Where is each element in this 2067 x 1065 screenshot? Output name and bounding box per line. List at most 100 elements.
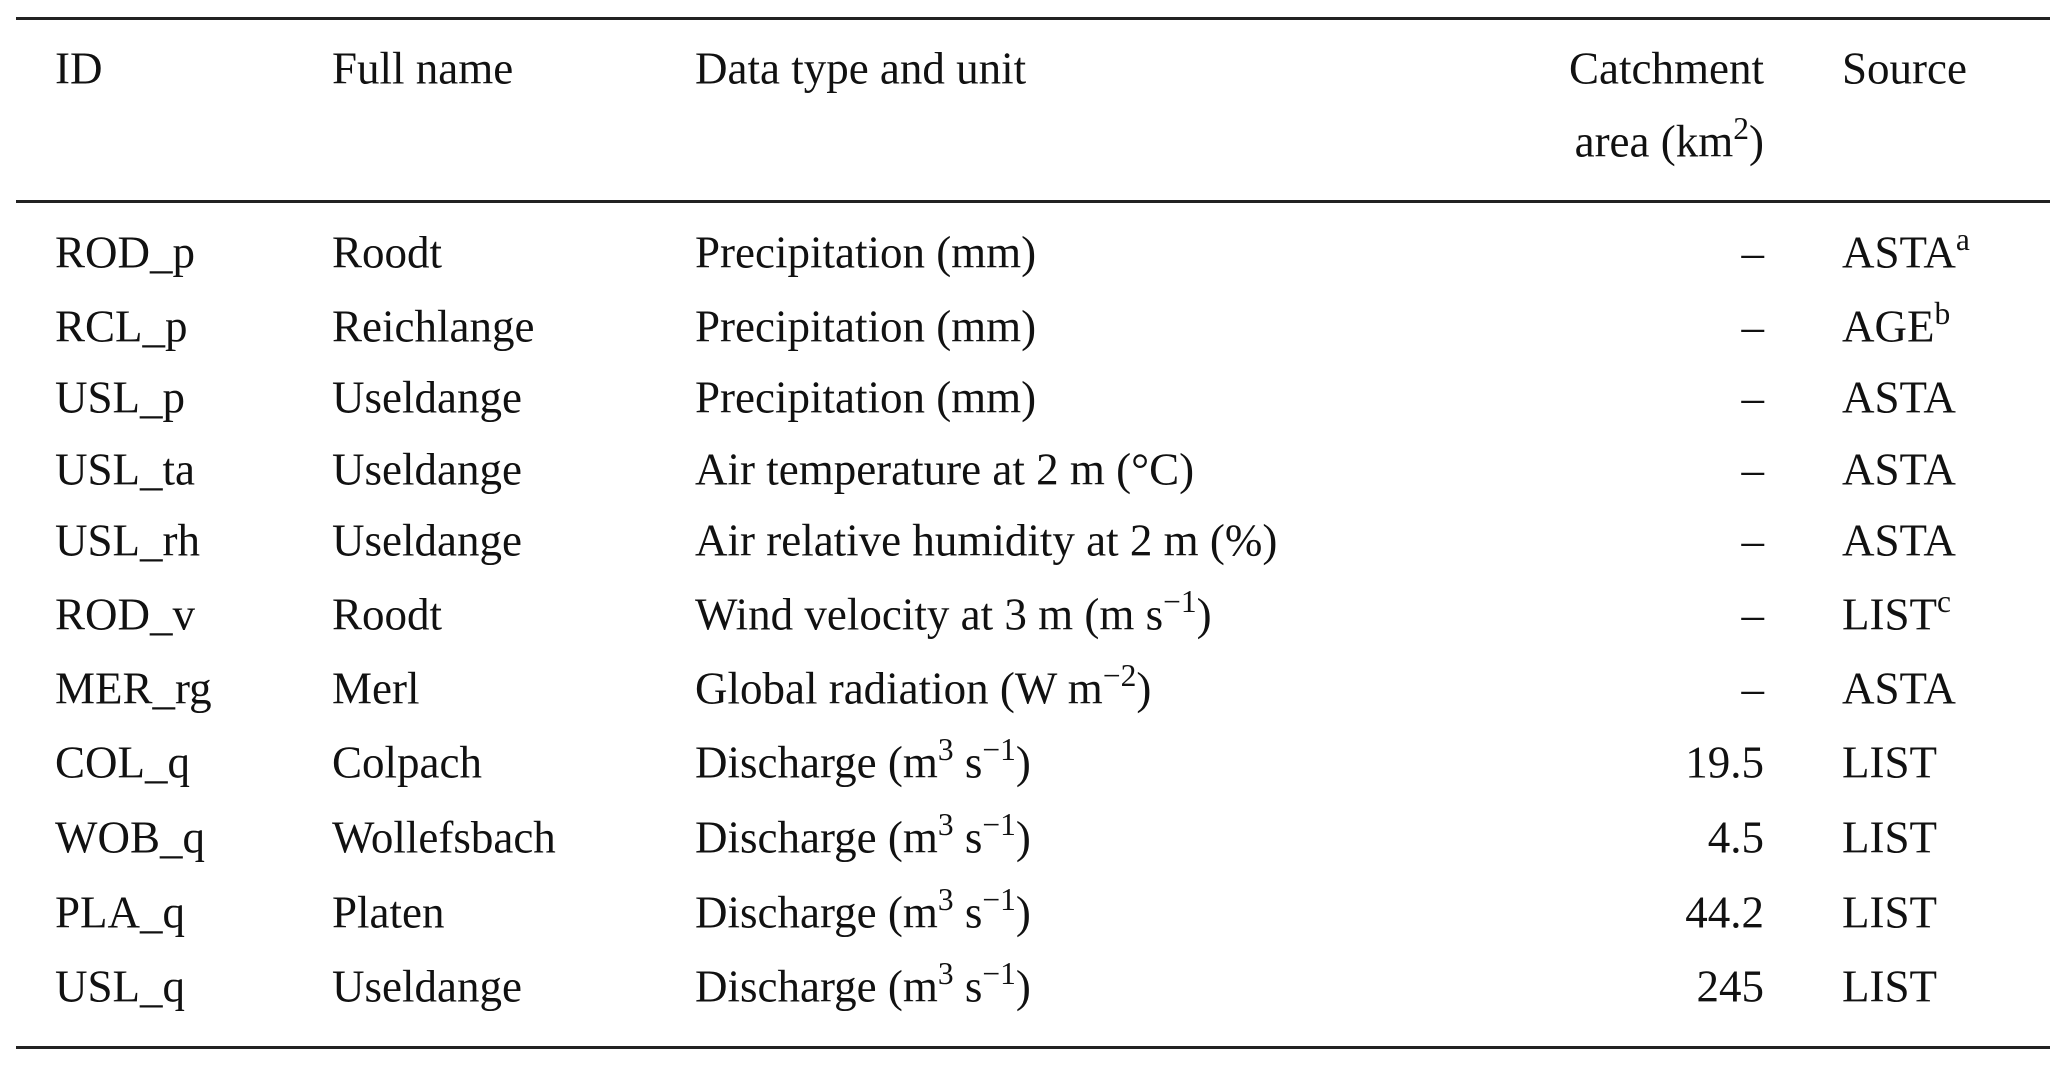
source-text: ASTA <box>1842 515 1956 566</box>
source-text: ASTA <box>1842 663 1956 714</box>
cell-source: LISTc <box>1842 586 1951 640</box>
data-type-close: ) <box>1015 737 1031 788</box>
data-type-close: ) <box>1015 887 1031 938</box>
data-type-text: Wind velocity at 3 m (m s <box>695 589 1164 640</box>
cell-catchment-area: – <box>1741 372 1765 423</box>
cell-full-name: Wollefsbach <box>332 812 556 863</box>
cell-id: USL_q <box>55 961 186 1012</box>
cell-source: LIST <box>1842 961 1937 1012</box>
cell-source: AGEb <box>1842 298 1950 352</box>
cell-data-type: Discharge (m3 s−1) <box>695 734 1031 788</box>
data-type-close: ) <box>1015 812 1031 863</box>
cell-data-type: Precipitation (mm) <box>695 230 1036 276</box>
source-text: ASTA <box>1842 372 1956 423</box>
data-type-text: Discharge (m <box>695 812 938 863</box>
data-type-exponent: −1 <box>982 807 1016 843</box>
source-text: LIST <box>1842 887 1937 938</box>
data-type-text: Precipitation (mm) <box>695 301 1037 352</box>
header-data-type: Data type and unit <box>695 43 1027 94</box>
cell-full-name: Useldange <box>332 515 522 566</box>
cell-full-name: Useldange <box>332 444 522 495</box>
cell-full-name: Useldange <box>332 372 522 423</box>
cell-full-name: Roodt <box>332 589 443 640</box>
cell-full-name: Colpach <box>332 737 482 788</box>
header-id: ID <box>55 43 103 94</box>
data-type-close: ) <box>1015 961 1031 1012</box>
cell-data-type: Precipitation (mm) <box>695 301 1037 352</box>
cell-full-name: Roodt <box>332 227 443 278</box>
data-type-close: ) <box>1136 663 1152 714</box>
cell-catchment-area: – <box>1741 301 1765 352</box>
cell-catchment-area: 245 <box>1696 961 1765 1012</box>
data-type-exponent: −2 <box>1102 658 1137 694</box>
data-type-exponent: −1 <box>1163 584 1197 620</box>
cell-catchment-area: 4.5 <box>1707 812 1764 863</box>
cell-data-type: Discharge (m3 s−1) <box>695 958 1031 1012</box>
cell-id: ROD_v <box>55 589 196 640</box>
data-type-sup: 3 <box>937 882 954 918</box>
source-text: AGE <box>1842 301 1935 352</box>
cell-catchment-area: – <box>1741 515 1765 566</box>
source-text: LIST <box>1842 589 1937 640</box>
cell-id: USL_rh <box>55 515 200 566</box>
cell-source: LIST <box>1842 887 1937 938</box>
data-type-sup: 3 <box>937 732 954 768</box>
header-catchment-area: area (km2) <box>1574 113 1764 167</box>
cell-source: LIST <box>1842 815 1937 861</box>
header-catchment: Catchment <box>1569 43 1764 94</box>
header-area-close: ) <box>1749 116 1764 167</box>
cell-id: PLA_q <box>55 887 186 938</box>
source-text: ASTA <box>1842 444 1956 495</box>
cell-data-type: Air relative humidity at 2 m (%) <box>695 515 1278 566</box>
cell-source: ASTA <box>1842 372 1956 423</box>
data-type-exponent: −1 <box>982 956 1016 992</box>
data-type-text: Discharge (m <box>695 737 938 788</box>
header-area-sup: 2 <box>1733 111 1749 147</box>
cell-source: ASTA <box>1842 663 1956 714</box>
cell-data-type: Wind velocity at 3 m (m s−1) <box>695 586 1212 640</box>
data-type-text: Global radiation (W m <box>695 663 1103 714</box>
data-type-mid: s <box>953 812 983 863</box>
data-type-mid: s <box>953 961 983 1012</box>
data-type-mid: s <box>953 737 983 788</box>
cell-catchment-area: – <box>1741 227 1765 278</box>
source-footnote-mark: a <box>1955 222 1970 258</box>
cell-source: LIST <box>1842 737 1937 788</box>
top-rule <box>16 17 2050 20</box>
data-type-text: Discharge (m <box>695 961 938 1012</box>
cell-data-type: Discharge (m3 s−1) <box>695 884 1031 938</box>
source-text: LIST <box>1842 961 1937 1012</box>
data-type-mid: s <box>953 887 983 938</box>
cell-id: MER_rg <box>55 663 212 714</box>
source-text: ASTA <box>1842 227 1956 278</box>
source-text: LIST <box>1842 737 1937 788</box>
data-type-sup: 3 <box>937 807 954 843</box>
header-full-name: Full name <box>332 43 514 94</box>
cell-catchment-area: 19.5 <box>1685 737 1764 788</box>
cell-full-name: Useldange <box>332 961 522 1012</box>
data-type-text: Discharge (m <box>695 887 938 938</box>
source-footnote-mark: c <box>1937 584 1951 620</box>
data-type-text: Precipitation (mm) <box>695 372 1037 423</box>
cell-data-type: Global radiation (W m−2) <box>695 660 1152 714</box>
data-type-sup: 3 <box>937 956 954 992</box>
cell-catchment-area: – <box>1741 444 1765 495</box>
cell-id: USL_p <box>55 372 186 423</box>
header-area-text: area (km <box>1574 116 1734 167</box>
cell-id: USL_ta <box>55 444 195 495</box>
cell-data-type: Discharge (m3 s−1) <box>695 809 1031 863</box>
cell-source: ASTA <box>1842 444 1956 495</box>
source-footnote-mark: b <box>1934 296 1951 332</box>
cell-catchment-area: – <box>1741 589 1765 640</box>
data-type-close: ) <box>1196 589 1212 640</box>
cell-id: COL_q <box>55 737 190 788</box>
cell-data-type: Air temperature at 2 m (°C) <box>695 447 1194 493</box>
cell-data-type: Precipitation (mm) <box>695 372 1037 423</box>
cell-id: WOB_q <box>55 812 205 863</box>
cell-id: ROD_p <box>55 227 196 278</box>
cell-source: ASTAa <box>1842 224 1970 278</box>
data-type-text: Air relative humidity at 2 m (%) <box>695 515 1278 566</box>
bottom-rule <box>16 1046 2050 1049</box>
cell-full-name: Merl <box>332 663 420 714</box>
data-type-exponent: −1 <box>982 882 1016 918</box>
